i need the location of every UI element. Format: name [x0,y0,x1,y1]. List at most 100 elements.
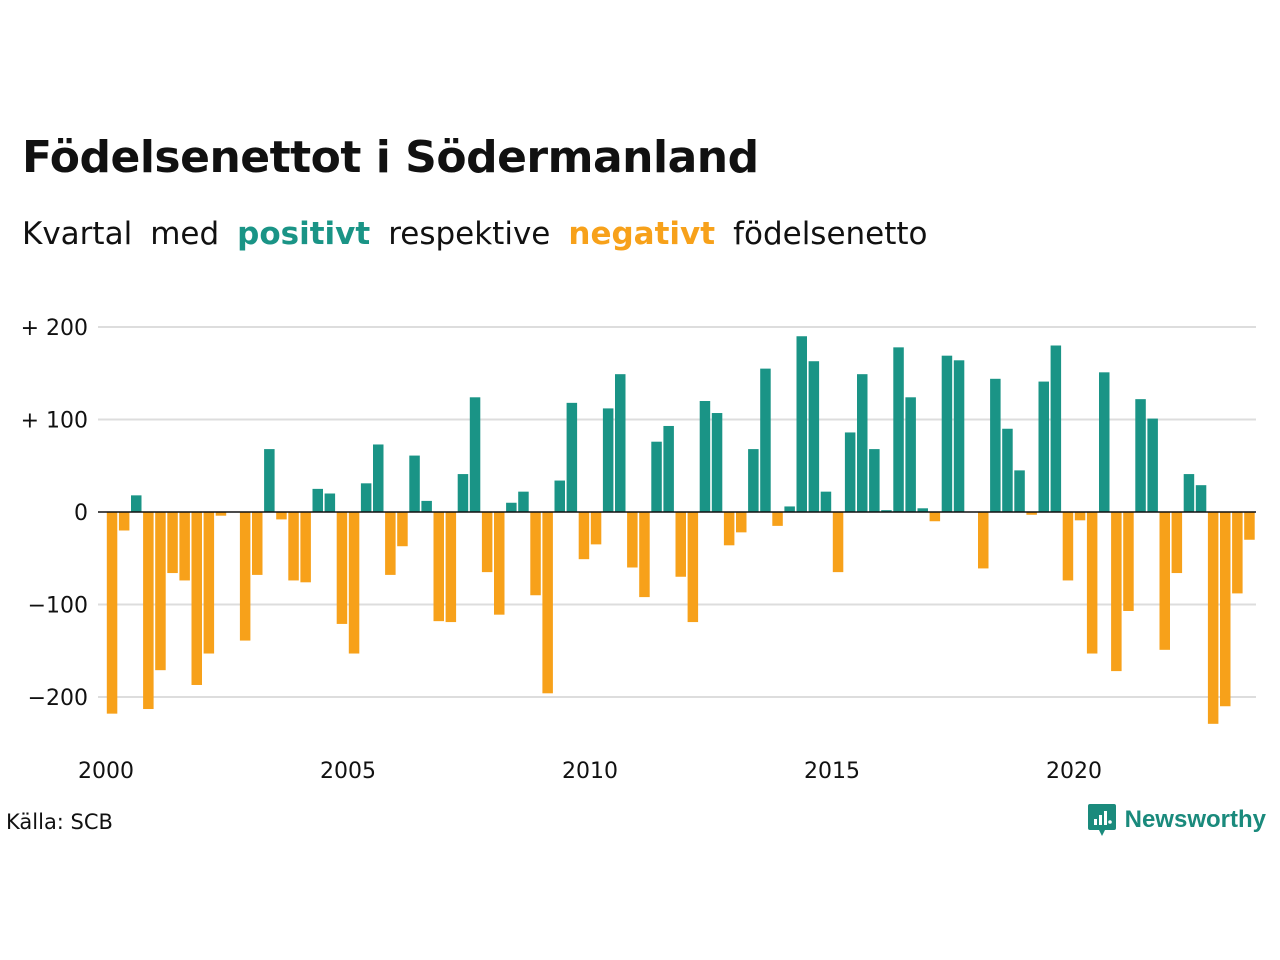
bars [106,336,1255,724]
subtitle-word-kvartal: Kvartal [22,216,133,252]
bar-negative [336,512,348,624]
x-tick-label: 2005 [320,759,376,784]
bar-negative [288,512,299,581]
bar-positive [990,378,1001,512]
bar-negative [106,512,118,714]
bar-negative [675,512,686,577]
bar-positive [893,347,904,512]
bar-negative [397,512,408,547]
bar-positive [360,483,372,512]
bar-positive [409,455,420,512]
bar-positive [953,360,965,512]
bar-positive [663,425,674,512]
bar-positive [373,444,384,512]
bar-positive [844,432,856,512]
bar-positive [784,506,795,512]
bar-negative [639,512,650,598]
bar-positive [1038,381,1049,512]
subtitle-word-med: med [150,216,220,252]
bar-positive [554,480,565,512]
x-axis-labels: 2000 2005 2010 2015 2020 [78,759,1102,784]
bar-negative [203,512,215,654]
bar-positive [917,508,928,512]
bar-positive [264,449,275,512]
bar-negative [530,512,541,596]
subtitle-positive-word: positivt [237,216,371,252]
bar-positive [1050,345,1062,512]
bar-positive [506,502,517,512]
subtitle-negative-word: negativt [568,216,716,252]
bar-positive [566,402,578,512]
bar-negative [578,512,590,560]
y-tick-label: + 100 [21,409,88,434]
bar-positive [324,493,336,512]
brand-name: Newsworthy [1124,806,1266,833]
bar-negative [929,512,941,522]
bar-positive [881,510,892,512]
bar-negative [167,512,178,574]
bar-negative [385,512,396,575]
bar-negative [1086,512,1098,654]
bar-negative [1062,512,1074,581]
bar-negative [215,512,227,516]
bar-negative [155,512,166,671]
bar-negative [1026,512,1037,515]
bar-negative [772,512,783,526]
bar-positive [421,500,432,512]
newsworthy-icon [1087,804,1116,836]
y-tick-label: 0 [74,501,88,526]
bar-negative [978,512,989,569]
bar-positive [869,449,880,512]
bar-negative [1159,512,1170,650]
bar-negative [590,512,602,545]
bar-positive [1183,474,1195,512]
bar-negative [143,512,154,710]
bar-negative [1123,512,1134,611]
brand-logo: Newsworthy [1087,802,1266,838]
bar-positive [469,397,481,512]
bar-negative [1171,512,1183,574]
bar-positive [820,491,832,512]
bar-negative [1207,512,1219,724]
bar-positive [796,336,807,512]
bar-negative [348,512,360,654]
x-tick-label: 2015 [804,759,860,784]
bar-chart: + 200 + 100 0 −100 −200 2000 2005 2010 2015 2020 [21,316,1256,784]
bar-negative [494,512,505,615]
bar-positive [1135,399,1146,512]
bar-positive [941,355,953,512]
bar-negative [239,512,251,641]
bar-negative [1111,512,1122,672]
bar-positive [651,441,662,512]
bar-positive [1147,418,1158,512]
source-note: Källa: SCB [6,810,113,834]
bar-positive [518,491,529,512]
bar-negative [276,512,287,520]
bar-negative [542,512,553,694]
x-tick-label: 2010 [562,759,618,784]
bar-positive [1195,485,1207,512]
x-tick-label: 2020 [1046,759,1102,784]
bar-negative [687,512,699,623]
bar-negative [1220,512,1231,707]
chart-title: Födelsenettot i Södermanland [22,132,759,183]
bar-negative [191,512,202,685]
bar-positive [615,374,626,512]
bar-positive [1099,372,1110,512]
bar-positive [905,397,916,512]
y-tick-label: −100 [28,594,88,619]
bar-positive [711,413,723,512]
bar-negative [481,512,493,573]
bar-negative [832,512,844,573]
bar-positive [1014,470,1025,512]
bar-positive [457,474,469,512]
bar-positive [808,361,820,512]
bar-negative [252,512,263,575]
x-tick-label: 2000 [78,759,134,784]
bar-negative [627,512,638,568]
y-tick-label: + 200 [21,316,88,341]
bar-positive [602,408,614,512]
y-tick-label: −200 [28,686,88,711]
bar-negative [1244,512,1255,540]
bar-positive [1002,428,1013,512]
